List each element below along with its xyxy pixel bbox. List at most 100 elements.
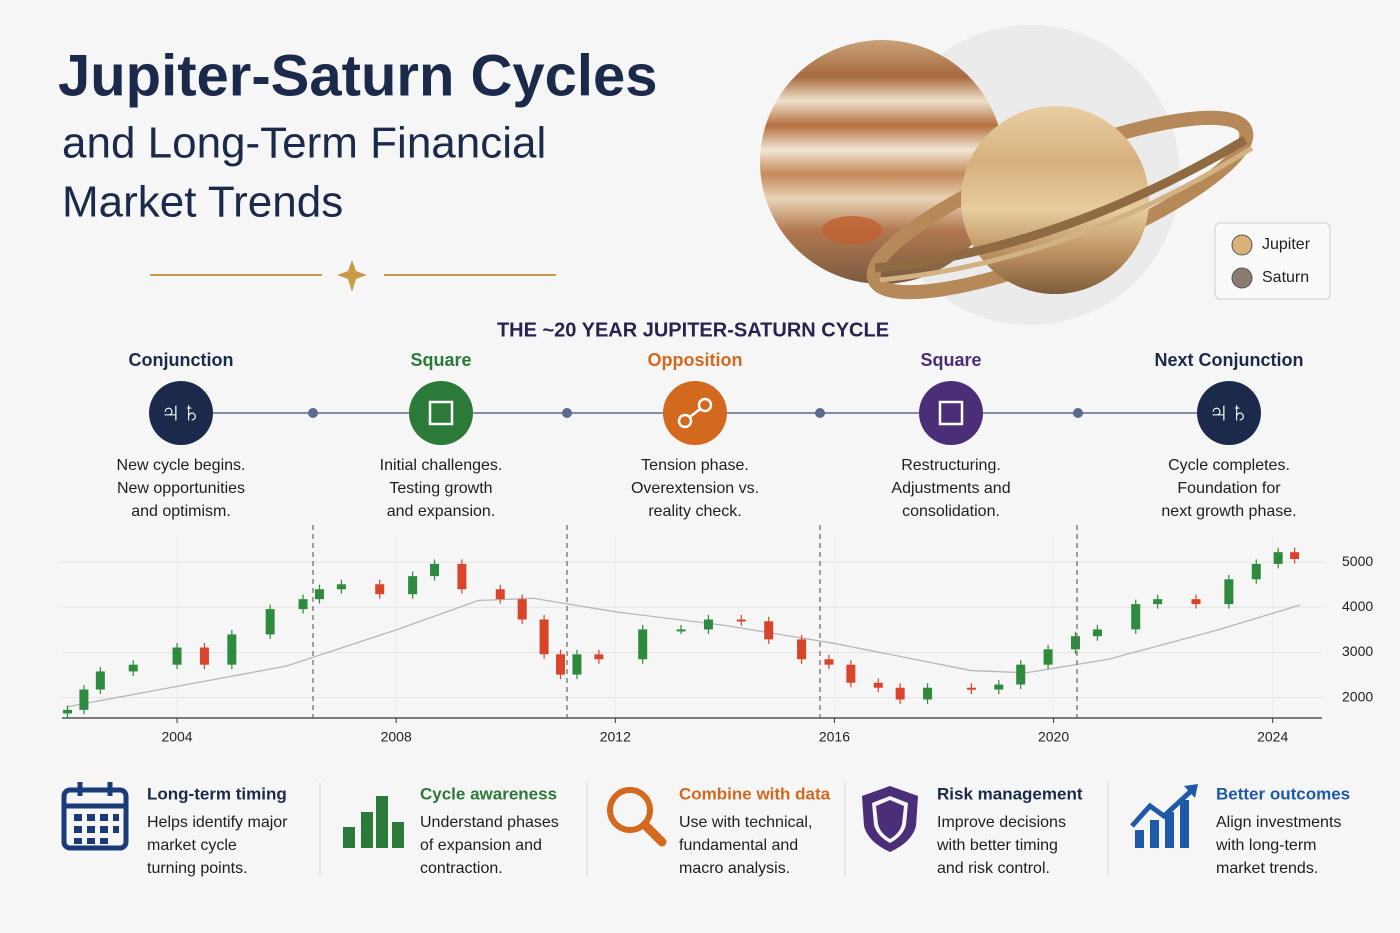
feature-text: with long-term	[1215, 837, 1316, 854]
phase-icon	[938, 400, 964, 426]
candle-body	[1153, 599, 1163, 605]
phase-name: Square	[920, 350, 981, 370]
phase-circle	[919, 381, 983, 445]
candle-body	[736, 619, 746, 622]
candle-body	[1131, 604, 1141, 630]
phase-text: Cycle completes.	[1168, 457, 1290, 474]
candle-body	[495, 589, 505, 600]
candle-body	[128, 664, 138, 672]
divider	[150, 260, 556, 292]
candle-body	[375, 584, 385, 595]
title: Jupiter-Saturn Cycles	[58, 43, 658, 108]
candle-body	[430, 563, 440, 577]
candle-body	[539, 619, 549, 655]
phase-circle	[409, 381, 473, 445]
candle-body	[1043, 649, 1053, 665]
legend-box	[1214, 222, 1331, 300]
phase-name: Conjunction	[129, 350, 234, 370]
candle-body	[1273, 552, 1283, 564]
candle-body	[994, 684, 1004, 690]
trend-line	[67, 597, 1301, 708]
candle-body	[336, 584, 346, 590]
phase-text: and optimism.	[131, 503, 231, 520]
candle-body	[1290, 552, 1300, 559]
candle-body	[314, 589, 324, 600]
candle-body	[895, 687, 905, 700]
candlestick-chart: 2000 3000 4000 5000 2004 2008 2012 2016 2020 2024	[62, 535, 1373, 745]
timeline-dots	[308, 408, 1083, 418]
phase-text: Initial challenges.	[380, 457, 503, 474]
candle-body	[556, 654, 566, 675]
candle-body	[824, 659, 834, 665]
legend-swatch	[1231, 267, 1253, 289]
candle-body	[1016, 664, 1026, 685]
x-tick-label: 2008	[381, 729, 412, 745]
feature-text: macro analysis.	[679, 860, 790, 877]
phase-text: New opportunities	[117, 480, 245, 497]
feature-title: Cycle awareness	[420, 784, 557, 803]
candle-body	[873, 682, 883, 688]
feature-title: Better outcomes	[1216, 784, 1350, 803]
phase-text: Adjustments and	[891, 480, 1010, 497]
phase-icon	[428, 400, 454, 426]
candle-body	[846, 664, 856, 683]
candle-body	[62, 709, 72, 714]
feature-separators	[319, 782, 1109, 876]
candle-body	[199, 647, 209, 665]
candle-body	[298, 599, 308, 610]
candle-body	[764, 621, 774, 640]
x-tick-label: 2020	[1038, 729, 1069, 745]
feature-title: Combine with data	[679, 784, 831, 803]
legend-swatch	[1231, 234, 1253, 256]
legend: Jupiter Saturn	[1231, 234, 1311, 289]
feature-text: Helps identify major	[147, 814, 288, 831]
candle-body	[95, 671, 105, 690]
candle-body	[172, 647, 182, 665]
phase-text: Restructuring.	[901, 457, 1001, 474]
phase-name: Square	[410, 350, 471, 370]
y-tick-label: 3000	[1342, 643, 1373, 659]
phase-name: Opposition	[648, 350, 743, 370]
legend-label: Jupiter	[1262, 236, 1311, 253]
candle-body	[797, 639, 807, 660]
subtitle: Market Trends	[62, 178, 343, 227]
cycle-title: THE ~20 YEAR JUPITER-SATURN CYCLE	[497, 319, 889, 341]
phase-icon	[677, 413, 693, 429]
phase-text: consolidation.	[902, 503, 1000, 520]
phase-text: Tension phase.	[641, 457, 749, 474]
candle-body	[923, 687, 933, 700]
phase-text: Foundation for	[1177, 480, 1281, 497]
candle-body	[594, 654, 604, 660]
y-tick-label: 2000	[1342, 688, 1373, 704]
candle-body	[457, 563, 467, 590]
phase-text: Overextension vs.	[631, 480, 759, 497]
subtitle: and Long-Term Financial	[62, 119, 546, 168]
feature-text: Use with technical,	[679, 814, 812, 831]
candle-body	[79, 689, 89, 710]
phases: Conjunction ♃♄ New cycle begins. New opport…	[117, 350, 1304, 520]
x-tick-label: 2004	[161, 729, 192, 745]
feature-title: Long-term timing	[147, 784, 287, 803]
features: Long-term timing Helps identify major mark…	[147, 784, 1350, 877]
phase-text: New cycle begins.	[117, 457, 246, 474]
feature-text: of expansion and	[420, 837, 542, 854]
feature-text: with better timing	[936, 837, 1058, 854]
x-tick-label: 2012	[600, 729, 631, 745]
candle-body	[408, 576, 418, 595]
phase-circle	[149, 381, 213, 445]
candle-body	[1092, 629, 1102, 637]
phase-text: reality check.	[648, 503, 741, 520]
phase-circle	[1197, 381, 1261, 445]
feature-text: market trends.	[1216, 860, 1318, 877]
planet-illustration	[760, 25, 1254, 325]
feature-text: Understand phases	[420, 814, 559, 831]
feature-text: Align investments	[1216, 814, 1341, 831]
feature-text: market cycle	[147, 837, 237, 854]
candle-body	[1191, 599, 1201, 605]
feature-text: contraction.	[420, 860, 503, 877]
phase-symbol: ♃♄	[1208, 396, 1250, 427]
feature-text: Improve decisions	[937, 814, 1066, 831]
phase-name: Next Conjunction	[1155, 350, 1304, 370]
y-tick-label: 5000	[1342, 553, 1373, 569]
